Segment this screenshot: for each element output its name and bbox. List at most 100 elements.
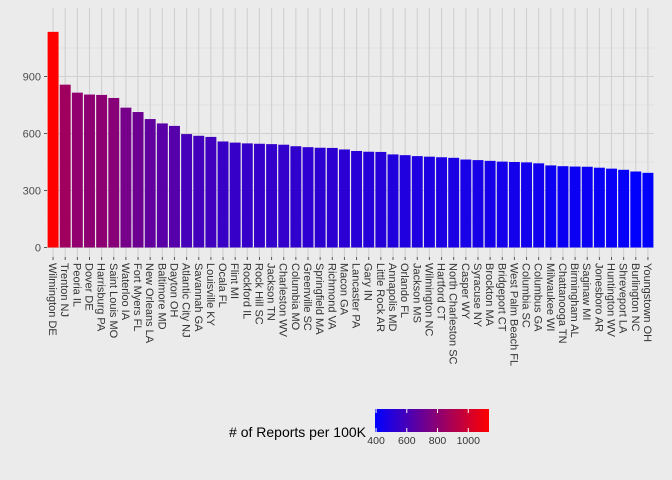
- x-tick-label: Louisville KY: [204, 263, 216, 327]
- x-tick-label: Columbus GA: [532, 263, 544, 332]
- x-tick-label: Saint Louis MO: [107, 263, 119, 339]
- bar-annapolis-md: [387, 154, 399, 248]
- x-tick-label: New Orleans LA: [143, 263, 155, 344]
- bar-hartford-ct: [436, 157, 448, 248]
- bar-baltimore-md: [156, 123, 168, 248]
- bar-chattanooga-tn: [557, 166, 569, 248]
- x-tick-label: Atlantic City NJ: [180, 263, 192, 338]
- x-tick-label: Shreveport LA: [617, 263, 629, 334]
- x-tick-label: Orlando FL: [398, 263, 410, 318]
- bars: [47, 31, 654, 248]
- bar-shreveport-la: [618, 169, 630, 248]
- x-tick-label: Huntington WV: [605, 263, 617, 338]
- x-tick-label: Dover DE: [82, 263, 94, 311]
- x-tick-label: Harrisburg PA: [95, 263, 107, 332]
- x-tick-label: Jackson TN: [265, 263, 277, 321]
- x-tick-label: Greenville SC: [301, 263, 313, 331]
- x-tick-label: Gary IN: [362, 263, 374, 301]
- y-axis: 0 300 600 900: [23, 72, 47, 255]
- bar-columbia-mo: [290, 146, 302, 248]
- bar-jackson-tn: [266, 144, 278, 248]
- bar-ocala-fl: [217, 141, 229, 248]
- bar-charleston-wv: [278, 144, 290, 248]
- bar-huntington-wv: [606, 168, 617, 248]
- x-tick-label: Casper WY: [459, 263, 471, 320]
- bar-trenton-nj: [59, 84, 71, 248]
- x-tick-label: Flint MI: [228, 263, 240, 299]
- bar-saint-louis-mo: [108, 97, 120, 248]
- legend-tick-label: 400: [367, 435, 385, 447]
- x-tick-label: Lancaster PA: [350, 263, 362, 329]
- bar-little-rock-ar: [375, 151, 387, 248]
- bar-gary-in: [363, 151, 375, 248]
- x-tick-label: Brockton MA: [483, 263, 495, 327]
- bar-louisville-ky: [205, 136, 217, 248]
- bar-lancaster-pa: [351, 150, 363, 248]
- bar-burlington-nc: [630, 171, 642, 248]
- x-tick-label: Waterloo IA: [119, 263, 131, 321]
- x-tick-label: Richmond VA: [325, 263, 337, 330]
- bar-bridgeport-ct: [496, 161, 508, 248]
- x-tick-label: Jackson MS: [410, 263, 422, 323]
- x-tick-label: Milwaukee WI: [544, 263, 556, 331]
- x-tick-label: Columbia SC: [520, 263, 532, 328]
- x-tick-label: Charleston WV: [277, 263, 289, 338]
- bar-richmond-va: [326, 147, 338, 248]
- x-tick-label: Savannah GA: [192, 263, 204, 332]
- bar-harrisburg-pa: [96, 94, 108, 248]
- bar-saginaw-mi: [581, 166, 593, 248]
- x-tick-label: Annapolis MD: [386, 263, 398, 332]
- bar-savannah-ga: [193, 135, 205, 248]
- bar-rock-hill-sc: [253, 143, 265, 248]
- bar-new-orleans-la: [144, 119, 156, 248]
- bar-macon-ga: [338, 149, 350, 248]
- bar-birmingham-al: [569, 166, 581, 248]
- x-tick-label: Macon GA: [337, 263, 349, 316]
- bar-flint-mi: [229, 142, 241, 248]
- bar-fort-myers-fl: [132, 112, 144, 248]
- bar-waterloo-ia: [120, 107, 132, 248]
- legend-tick-label: 600: [398, 435, 416, 447]
- bar-casper-wy: [460, 159, 472, 248]
- bar-jackson-ms: [411, 156, 423, 248]
- bar-greenville-sc: [302, 147, 314, 248]
- y-tick-label: 900: [23, 72, 41, 84]
- legend-ticks: 400 600 800 1000: [367, 409, 480, 447]
- legend-colorbar: [375, 409, 489, 432]
- x-tick-label: Saginaw MI: [580, 263, 592, 320]
- x-tick-label: Columbia MO: [289, 263, 301, 331]
- bar-dayton-oh: [169, 125, 180, 248]
- x-tick-label: Youngstown OH: [641, 263, 653, 342]
- x-tick-label: Little Rock AR: [374, 263, 386, 332]
- bar-youngstown-oh: [642, 172, 654, 248]
- bar-wilmington-nc: [423, 156, 435, 248]
- x-tick-label: Baltimore MD: [155, 263, 167, 330]
- x-tick-label: West Palm Beach FL: [507, 263, 519, 366]
- x-tick-label: Birmingham AL: [568, 263, 580, 338]
- bar-dover-de: [84, 94, 95, 248]
- x-tick-label: Rockford IL: [240, 263, 252, 319]
- x-axis: Wilmington DE Trenton NJ Peoria IL Dover DE…: [46, 257, 653, 366]
- x-tick-label: Bridgeport CT: [495, 263, 507, 332]
- y-tick-label: 300: [23, 186, 41, 198]
- x-tick-label: Springfield MA: [313, 263, 325, 335]
- bar-peoria-il: [71, 92, 83, 248]
- x-tick-label: Syracuse NY: [471, 263, 483, 328]
- x-tick-label: Wilmington DE: [46, 263, 58, 336]
- legend-title: # of Reports per 100K: [229, 424, 367, 440]
- x-tick-label: Dayton OH: [167, 263, 179, 317]
- x-tick-label: Trenton NJ: [58, 263, 70, 317]
- x-tick-label: Fort Myers FL: [131, 263, 143, 331]
- legend-tick-label: 800: [429, 435, 447, 447]
- y-tick-label: 0: [35, 243, 41, 255]
- y-tick-label: 600: [23, 129, 41, 141]
- bar-west-palm-beach-fl: [508, 162, 520, 248]
- bar-springfield-ma: [314, 147, 326, 248]
- bar-orlando-fl: [399, 155, 411, 248]
- bar-wilmington-de: [47, 31, 59, 248]
- legend-tick-label: 1000: [457, 435, 481, 447]
- bar-atlantic-city-nj: [181, 134, 193, 248]
- bar-syracuse-ny: [472, 160, 484, 248]
- x-tick-label: Wilmington NC: [422, 263, 434, 336]
- legend: # of Reports per 100K 400 600 800 1000: [229, 409, 489, 447]
